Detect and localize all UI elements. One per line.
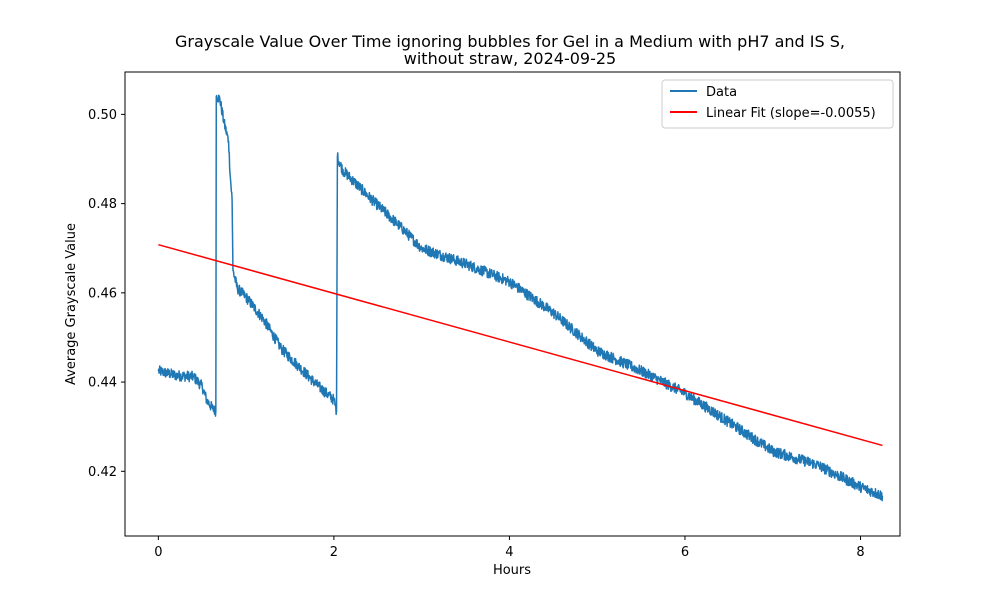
legend-box [661,79,894,129]
data-series-line [157,94,884,502]
y-tick-label: 0.44 [88,376,117,391]
x-tick-label: 4 [505,545,513,560]
y-tick-label: 0.42 [88,465,117,480]
x-tick-label: 6 [681,545,689,560]
linear-fit-line [158,243,883,447]
chart-title-line-1: Grayscale Value Over Time ignoring bubbl… [175,32,845,51]
legend-data-label: Data [706,85,737,100]
y-axis-label: Average Grayscale Value [64,223,79,385]
x-tick-label: 8 [856,545,864,560]
y-axis: 0.42 0.44 0.46 0.48 0.50 [88,108,125,480]
x-tick-label: 0 [154,545,162,560]
x-axis-label: Hours [493,563,531,578]
plot-frame [124,71,901,537]
legend-fit-label: Linear Fit (slope=-0.0055) [706,106,876,121]
plot-area [157,94,884,502]
y-tick-label: 0.48 [88,197,117,212]
x-tick-label: 2 [330,545,338,560]
legend: Data Linear Fit (slope=-0.0055) [661,79,894,129]
x-axis: 0 2 4 6 8 [154,536,865,560]
y-tick-label: 0.50 [88,108,117,123]
chart-title-line-2: without straw, 2024-09-25 [404,49,616,68]
y-tick-label: 0.46 [88,286,117,301]
